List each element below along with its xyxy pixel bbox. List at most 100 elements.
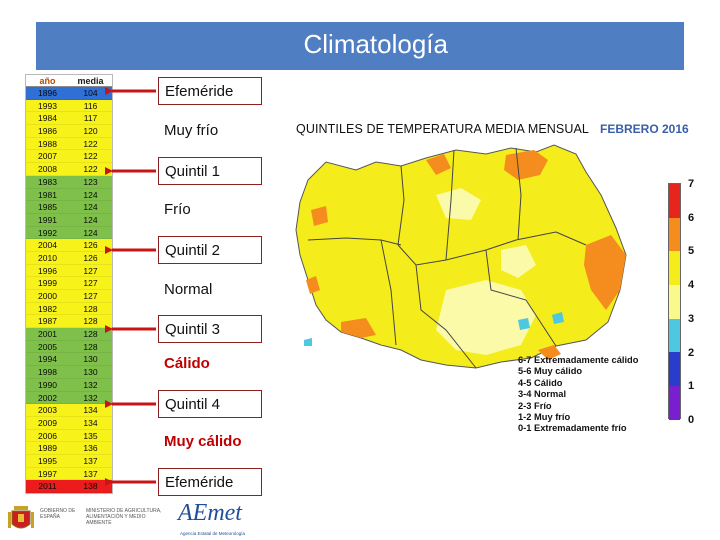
mean-cell: 127: [83, 278, 98, 289]
year-cell: 2005: [38, 341, 57, 352]
year-cell: 2011: [38, 481, 57, 492]
mean-cell: 128: [83, 303, 98, 314]
mean-cell: 128: [83, 329, 98, 340]
color-scale: [668, 183, 681, 420]
mean-cell: 124: [83, 227, 98, 238]
warm-zone-northeast: [504, 150, 548, 180]
mean-cell: 127: [83, 265, 98, 276]
quintile-label: Cálido: [164, 355, 210, 372]
slide-title: Climatología: [303, 29, 448, 59]
mean-cell: 135: [83, 430, 98, 441]
mean-cell: 134: [83, 417, 98, 428]
year-cell: 1981: [38, 189, 57, 200]
table-row: 2002 132: [26, 391, 112, 405]
warm-zone-southwest-2: [311, 206, 328, 226]
mean-cell: 137: [83, 468, 98, 479]
table-row: 1997 137: [26, 467, 112, 481]
quintile-label: Muy frío: [164, 122, 219, 139]
year-cell: 2009: [38, 417, 57, 428]
map-legend: 6-7 Extremadamente cálido 5-6 Muy cálido 4…: [518, 355, 638, 435]
aemet-wordmark: AEmet: [178, 500, 242, 526]
table-body: 1896 104 1993 116 1984 117 1986 120 1988 122 2007 1…: [26, 87, 112, 493]
mean-cell: 132: [83, 392, 98, 403]
table-row: 2010 126: [26, 251, 112, 265]
table-row: 2007 122: [26, 150, 112, 164]
warm-zone-southeast: [538, 345, 561, 360]
table-row: 1987 128: [26, 315, 112, 329]
mean-cell: 136: [83, 443, 98, 454]
warm-zone-northeast-small: [426, 154, 451, 175]
table-row: 1981 124: [26, 188, 112, 202]
mean-cell: 124: [83, 189, 98, 200]
column-header-year: año: [39, 76, 56, 86]
table-row: 2005 128: [26, 340, 112, 354]
year-cell: 1986: [38, 126, 57, 137]
map-date: FEBRERO 2016: [600, 122, 689, 136]
table-row: 1999 127: [26, 277, 112, 290]
mean-cell: 123: [83, 176, 98, 187]
aemet-logo: AEmet Agencia Estatal de Meteorología: [178, 498, 258, 540]
legend-entry: 2-3 Frío: [518, 400, 552, 411]
mean-cell: 122: [83, 164, 98, 175]
table-row: 2003 134: [26, 404, 112, 417]
mean-cell: 116: [83, 100, 98, 111]
year-cell: 1989: [38, 443, 57, 454]
year-cell: 2003: [38, 405, 57, 416]
year-cell: 1984: [38, 113, 57, 124]
mean-cell: 104: [83, 88, 98, 98]
mean-cell: 124: [83, 202, 98, 213]
year-cell: 1992: [38, 227, 57, 238]
scale-segment: [669, 386, 680, 420]
mean-cell: 122: [83, 151, 98, 162]
map-title: QUINTILES DE TEMPERATURA MEDIA MENSUAL: [296, 122, 589, 136]
quintile-label: Efeméride: [158, 468, 262, 496]
cold-zone-2: [552, 312, 564, 324]
ministry-text: MINISTERIO DE AGRICULTURA, ALIMENTACIÓN …: [86, 508, 162, 526]
scale-label: 2: [688, 346, 695, 359]
mean-cell: 124: [83, 214, 98, 225]
table-row: 2000 127: [26, 290, 112, 303]
scale-segment: [669, 352, 680, 387]
table-row: 2004 126: [26, 239, 112, 252]
warm-zone-west: [306, 276, 320, 294]
year-cell: 1994: [38, 354, 57, 365]
column-header-mean: media: [77, 76, 104, 86]
legend-entry: 6-7 Extremadamente cálido: [518, 355, 639, 365]
normal-zone-east: [436, 280, 536, 355]
scale-label: 3: [688, 312, 695, 325]
mean-cell: 130: [83, 367, 98, 378]
table-row: 2008 122: [26, 163, 112, 176]
mean-cell: 132: [83, 379, 98, 390]
table-row: 1991 124: [26, 213, 112, 227]
table-row: 1992 124: [26, 226, 112, 240]
year-cell: 1991: [38, 214, 57, 225]
year-cell: 1983: [38, 176, 57, 187]
year-cell: 2010: [38, 252, 57, 263]
scale-label: 5: [688, 245, 695, 258]
spain-crest-icon: [8, 506, 34, 529]
year-cell: 2000: [38, 291, 57, 301]
table-row: 2001 128: [26, 328, 112, 341]
temperature-map: [295, 144, 627, 369]
legend-entry: 4-5 Cálido: [518, 377, 563, 388]
year-cell: 1997: [38, 468, 57, 479]
year-cell: 2008: [38, 164, 57, 175]
footer-logos: GOBIERNO DE ESPAÑA MINISTERIO DE AGRICUL…: [0, 494, 720, 540]
scale-segment: [669, 285, 680, 319]
cold-zone-3: [304, 338, 312, 346]
mean-cell: 138: [83, 481, 98, 492]
year-cell: 1995: [38, 455, 57, 466]
table-row: 1989 136: [26, 442, 112, 455]
year-cell: 2004: [38, 240, 57, 251]
scale-label: 1: [688, 380, 695, 393]
mean-cell: 127: [83, 291, 98, 301]
scale-segment: [669, 251, 680, 286]
year-cell: 1987: [38, 316, 57, 327]
legend-entry: 0-1 Extremadamente frío: [518, 423, 627, 434]
mean-cell: 126: [83, 240, 98, 251]
table-row: 1996 127: [26, 264, 112, 278]
scale-label: 0: [688, 413, 695, 426]
mean-cell: 126: [83, 252, 98, 263]
scale-label: 7: [688, 178, 695, 190]
